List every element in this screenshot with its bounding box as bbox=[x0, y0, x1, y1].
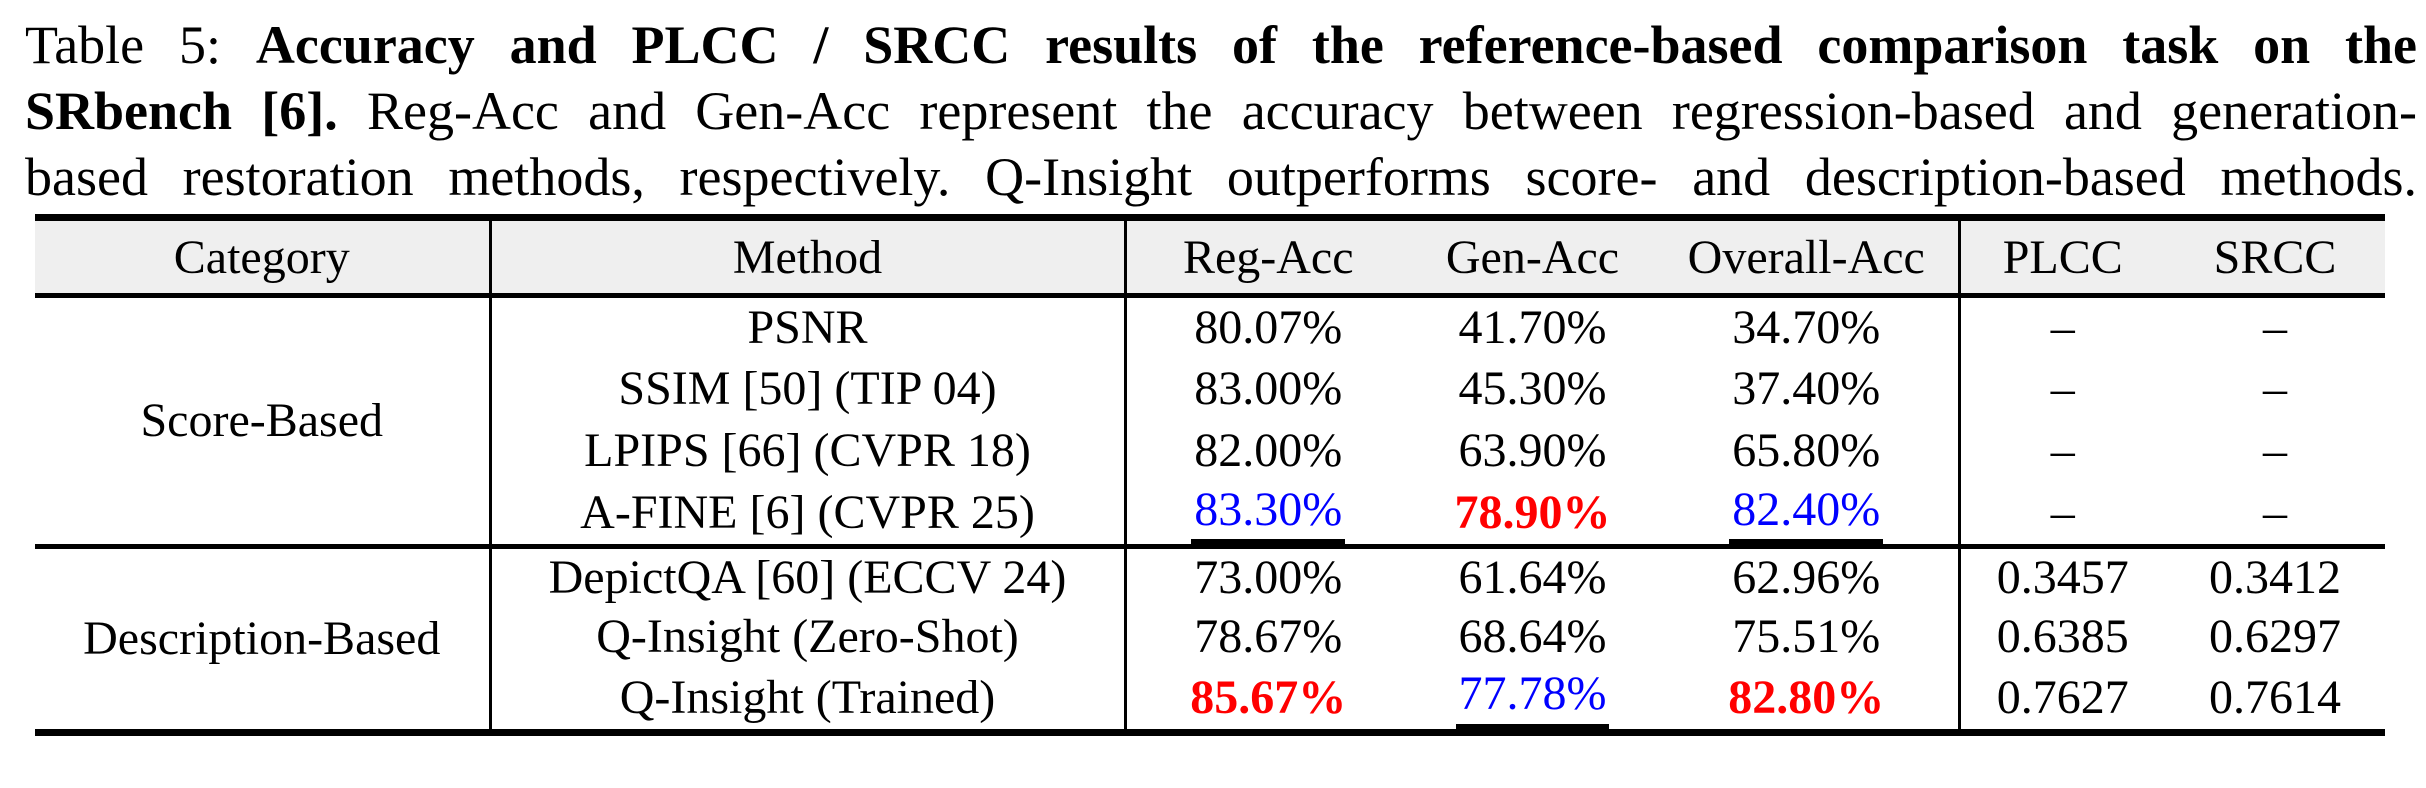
section-description-based: Description-Based DepictQA [60] (ECCV 24… bbox=[35, 543, 2385, 733]
metric-value: 41.70% bbox=[1458, 301, 1607, 355]
plcc-cell: – bbox=[2050, 362, 2075, 415]
gen-acc-cell: 63.90% bbox=[1410, 420, 1655, 482]
metric-value: 45.30% bbox=[1458, 362, 1607, 415]
srcc-cell: 0.7614 bbox=[2209, 671, 2341, 725]
gen-acc-cell: 61.64% bbox=[1410, 543, 1655, 607]
col-header-reg-acc: Reg-Acc bbox=[1125, 217, 1410, 298]
srcc-cell: 0.3412 bbox=[2165, 543, 2385, 607]
plcc-cell: 0.3457 bbox=[1959, 543, 2165, 607]
plcc-cell: – bbox=[2050, 301, 2075, 355]
method-cell: PSNR bbox=[490, 295, 1127, 358]
overall-acc-cell: 75.51% bbox=[1655, 606, 1961, 667]
metric-value: 34.70% bbox=[1732, 301, 1881, 355]
method-cell: DepictQA [60] (ECCV 24) bbox=[490, 543, 1127, 607]
srcc-cell: – bbox=[2263, 486, 2287, 540]
metric-value: 82.40% bbox=[1729, 484, 1884, 544]
metric-value: 83.00% bbox=[1194, 362, 1343, 415]
overall-acc-cell: 65.80% bbox=[1655, 419, 1961, 482]
metric-value: 78.90% bbox=[1454, 486, 1611, 540]
metric-value: 83.30% bbox=[1191, 484, 1346, 544]
caption-text-3: based restoration methods, respectively.… bbox=[25, 147, 2417, 207]
table-row: SSIM [50] (TIP 04) 83.00% 45.30% 37.40% … bbox=[35, 357, 2385, 420]
metric-value: 63.90% bbox=[1458, 424, 1607, 477]
col-header-overall-acc: Overall-Acc bbox=[1655, 217, 1961, 298]
metric-value: 75.51% bbox=[1732, 609, 1881, 663]
caption-bold-1: Accuracy and PLCC / SRCC results of the … bbox=[255, 15, 2418, 75]
reg-acc-cell: 85.67% bbox=[1125, 666, 1410, 732]
caption-line-3: based restoration methods, respectively.… bbox=[25, 144, 2417, 210]
caption-table-label: Table 5: bbox=[25, 15, 222, 75]
reg-acc-cell: 82.00% bbox=[1125, 420, 1410, 482]
category-cell: Score-Based bbox=[35, 295, 492, 547]
srcc-cell: – bbox=[2263, 301, 2287, 355]
table-row: Q-Insight (Zero-Shot) 78.67% 68.64% 75.5… bbox=[35, 606, 2385, 667]
gen-acc-cell: 77.78% bbox=[1410, 666, 1655, 732]
table-row: Description-Based DepictQA [60] (ECCV 24… bbox=[35, 543, 2385, 733]
col-header-plcc: PLCC bbox=[1959, 217, 2165, 298]
srcc-cell: 0.6297 bbox=[2209, 609, 2341, 663]
metric-value: 37.40% bbox=[1732, 362, 1881, 415]
header-row: Category Method Reg-Acc Gen-Acc Overall-… bbox=[35, 217, 2385, 298]
table-row: A-FINE [6] (CVPR 25) 83.30% 78.90% 82.40… bbox=[35, 481, 2385, 547]
reg-acc-cell: 83.30% bbox=[1125, 482, 1410, 547]
gen-acc-cell: 45.30% bbox=[1410, 358, 1655, 420]
category-cell: Description-Based bbox=[35, 543, 492, 733]
plcc-cell: – bbox=[2050, 424, 2075, 477]
table-row: Score-Based PSNR 80.07% 41.70% 34.70% – … bbox=[35, 295, 2385, 547]
metric-value: 80.07% bbox=[1194, 301, 1343, 355]
caption-text-2: Reg-Acc and Gen-Acc represent the accura… bbox=[366, 81, 2418, 141]
metric-value: 65.80% bbox=[1732, 424, 1881, 477]
table-row: Q-Insight (Trained) 85.67% 77.78% 82.80%… bbox=[35, 666, 2385, 733]
col-header-category: Category bbox=[35, 217, 492, 298]
metric-value: 85.67% bbox=[1190, 671, 1347, 725]
metric-value: 73.00% bbox=[1194, 551, 1343, 605]
overall-acc-cell: 37.40% bbox=[1655, 357, 1961, 420]
srcc-cell: – bbox=[2263, 362, 2287, 415]
col-header-srcc: SRCC bbox=[2165, 217, 2385, 298]
method-cell: LPIPS [66] (CVPR 18) bbox=[490, 419, 1127, 482]
plcc-cell: – bbox=[2050, 486, 2075, 540]
method-cell: SSIM [50] (TIP 04) bbox=[490, 357, 1127, 420]
plcc-cell: 0.7627 bbox=[1996, 671, 2129, 725]
metric-value: 82.00% bbox=[1194, 424, 1343, 477]
caption-bold-2: SRbench [6]. bbox=[25, 81, 338, 141]
metric-value: 77.78% bbox=[1455, 669, 1610, 729]
col-header-gen-acc: Gen-Acc bbox=[1410, 217, 1655, 298]
caption-line-1: Table 5: Accuracy and PLCC / SRCC result… bbox=[25, 12, 2417, 78]
method-cell: A-FINE [6] (CVPR 25) bbox=[490, 481, 1127, 547]
overall-acc-cell: 82.40% bbox=[1655, 481, 1961, 547]
overall-acc-cell: 62.96% bbox=[1655, 543, 1961, 607]
reg-acc-cell: 78.67% bbox=[1125, 606, 1410, 666]
col-header-method: Method bbox=[490, 217, 1127, 298]
reg-acc-cell: 80.07% bbox=[1125, 296, 1410, 358]
srcc-cell: – bbox=[2263, 424, 2287, 477]
overall-acc-cell: 34.70% bbox=[1655, 295, 1961, 358]
gen-acc-cell: 78.90% bbox=[1410, 482, 1655, 547]
gen-acc-cell: 41.70% bbox=[1410, 296, 1655, 358]
method-cell: Q-Insight (Zero-Shot) bbox=[490, 606, 1127, 667]
metric-value: 61.64% bbox=[1458, 551, 1607, 605]
plcc-cell: 0.6385 bbox=[1996, 609, 2129, 663]
table-caption: Table 5: Accuracy and PLCC / SRCC result… bbox=[25, 12, 2417, 210]
metric-value: 68.64% bbox=[1458, 609, 1607, 663]
metric-value: 78.67% bbox=[1194, 609, 1343, 663]
metric-value: 82.80% bbox=[1728, 671, 1885, 725]
metric-value: 62.96% bbox=[1732, 551, 1881, 605]
reg-acc-cell: 83.00% bbox=[1125, 358, 1410, 420]
caption-line-2: SRbench [6]. Reg-Acc and Gen-Acc represe… bbox=[25, 78, 2417, 144]
section-score-based: Score-Based PSNR 80.07% 41.70% 34.70% – … bbox=[35, 295, 2385, 547]
gen-acc-cell: 68.64% bbox=[1410, 606, 1655, 666]
overall-acc-cell: 82.80% bbox=[1655, 666, 1961, 733]
table-row: LPIPS [66] (CVPR 18) 82.00% 63.90% 65.80… bbox=[35, 419, 2385, 482]
table-header: Category Method Reg-Acc Gen-Acc Overall-… bbox=[35, 217, 2385, 298]
method-cell: Q-Insight (Trained) bbox=[490, 666, 1127, 733]
results-table: Category Method Reg-Acc Gen-Acc Overall-… bbox=[35, 214, 2385, 736]
reg-acc-cell: 73.00% bbox=[1125, 543, 1410, 607]
